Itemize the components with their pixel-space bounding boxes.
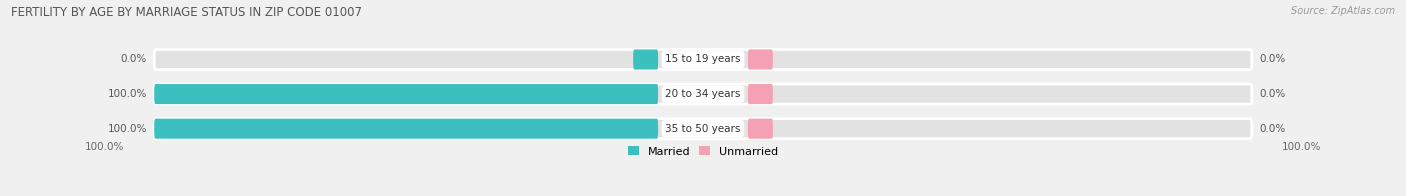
Text: 35 to 50 years: 35 to 50 years bbox=[665, 124, 741, 134]
FancyBboxPatch shape bbox=[155, 119, 1251, 139]
Text: 100.0%: 100.0% bbox=[1282, 142, 1322, 152]
Text: 15 to 19 years: 15 to 19 years bbox=[665, 54, 741, 64]
Text: 0.0%: 0.0% bbox=[1260, 89, 1285, 99]
FancyBboxPatch shape bbox=[155, 119, 658, 139]
Text: 100.0%: 100.0% bbox=[107, 124, 146, 134]
Text: 100.0%: 100.0% bbox=[107, 89, 146, 99]
Text: 100.0%: 100.0% bbox=[84, 142, 124, 152]
Text: 0.0%: 0.0% bbox=[1260, 54, 1285, 64]
Text: 20 to 34 years: 20 to 34 years bbox=[665, 89, 741, 99]
FancyBboxPatch shape bbox=[748, 119, 773, 139]
FancyBboxPatch shape bbox=[748, 49, 773, 70]
FancyBboxPatch shape bbox=[155, 84, 1251, 104]
Text: FERTILITY BY AGE BY MARRIAGE STATUS IN ZIP CODE 01007: FERTILITY BY AGE BY MARRIAGE STATUS IN Z… bbox=[11, 6, 363, 19]
FancyBboxPatch shape bbox=[633, 49, 658, 70]
Legend: Married, Unmarried: Married, Unmarried bbox=[628, 146, 778, 157]
FancyBboxPatch shape bbox=[155, 49, 1251, 70]
FancyBboxPatch shape bbox=[155, 84, 658, 104]
Text: 0.0%: 0.0% bbox=[1260, 124, 1285, 134]
Text: Source: ZipAtlas.com: Source: ZipAtlas.com bbox=[1291, 6, 1395, 16]
FancyBboxPatch shape bbox=[748, 84, 773, 104]
Text: 0.0%: 0.0% bbox=[121, 54, 146, 64]
